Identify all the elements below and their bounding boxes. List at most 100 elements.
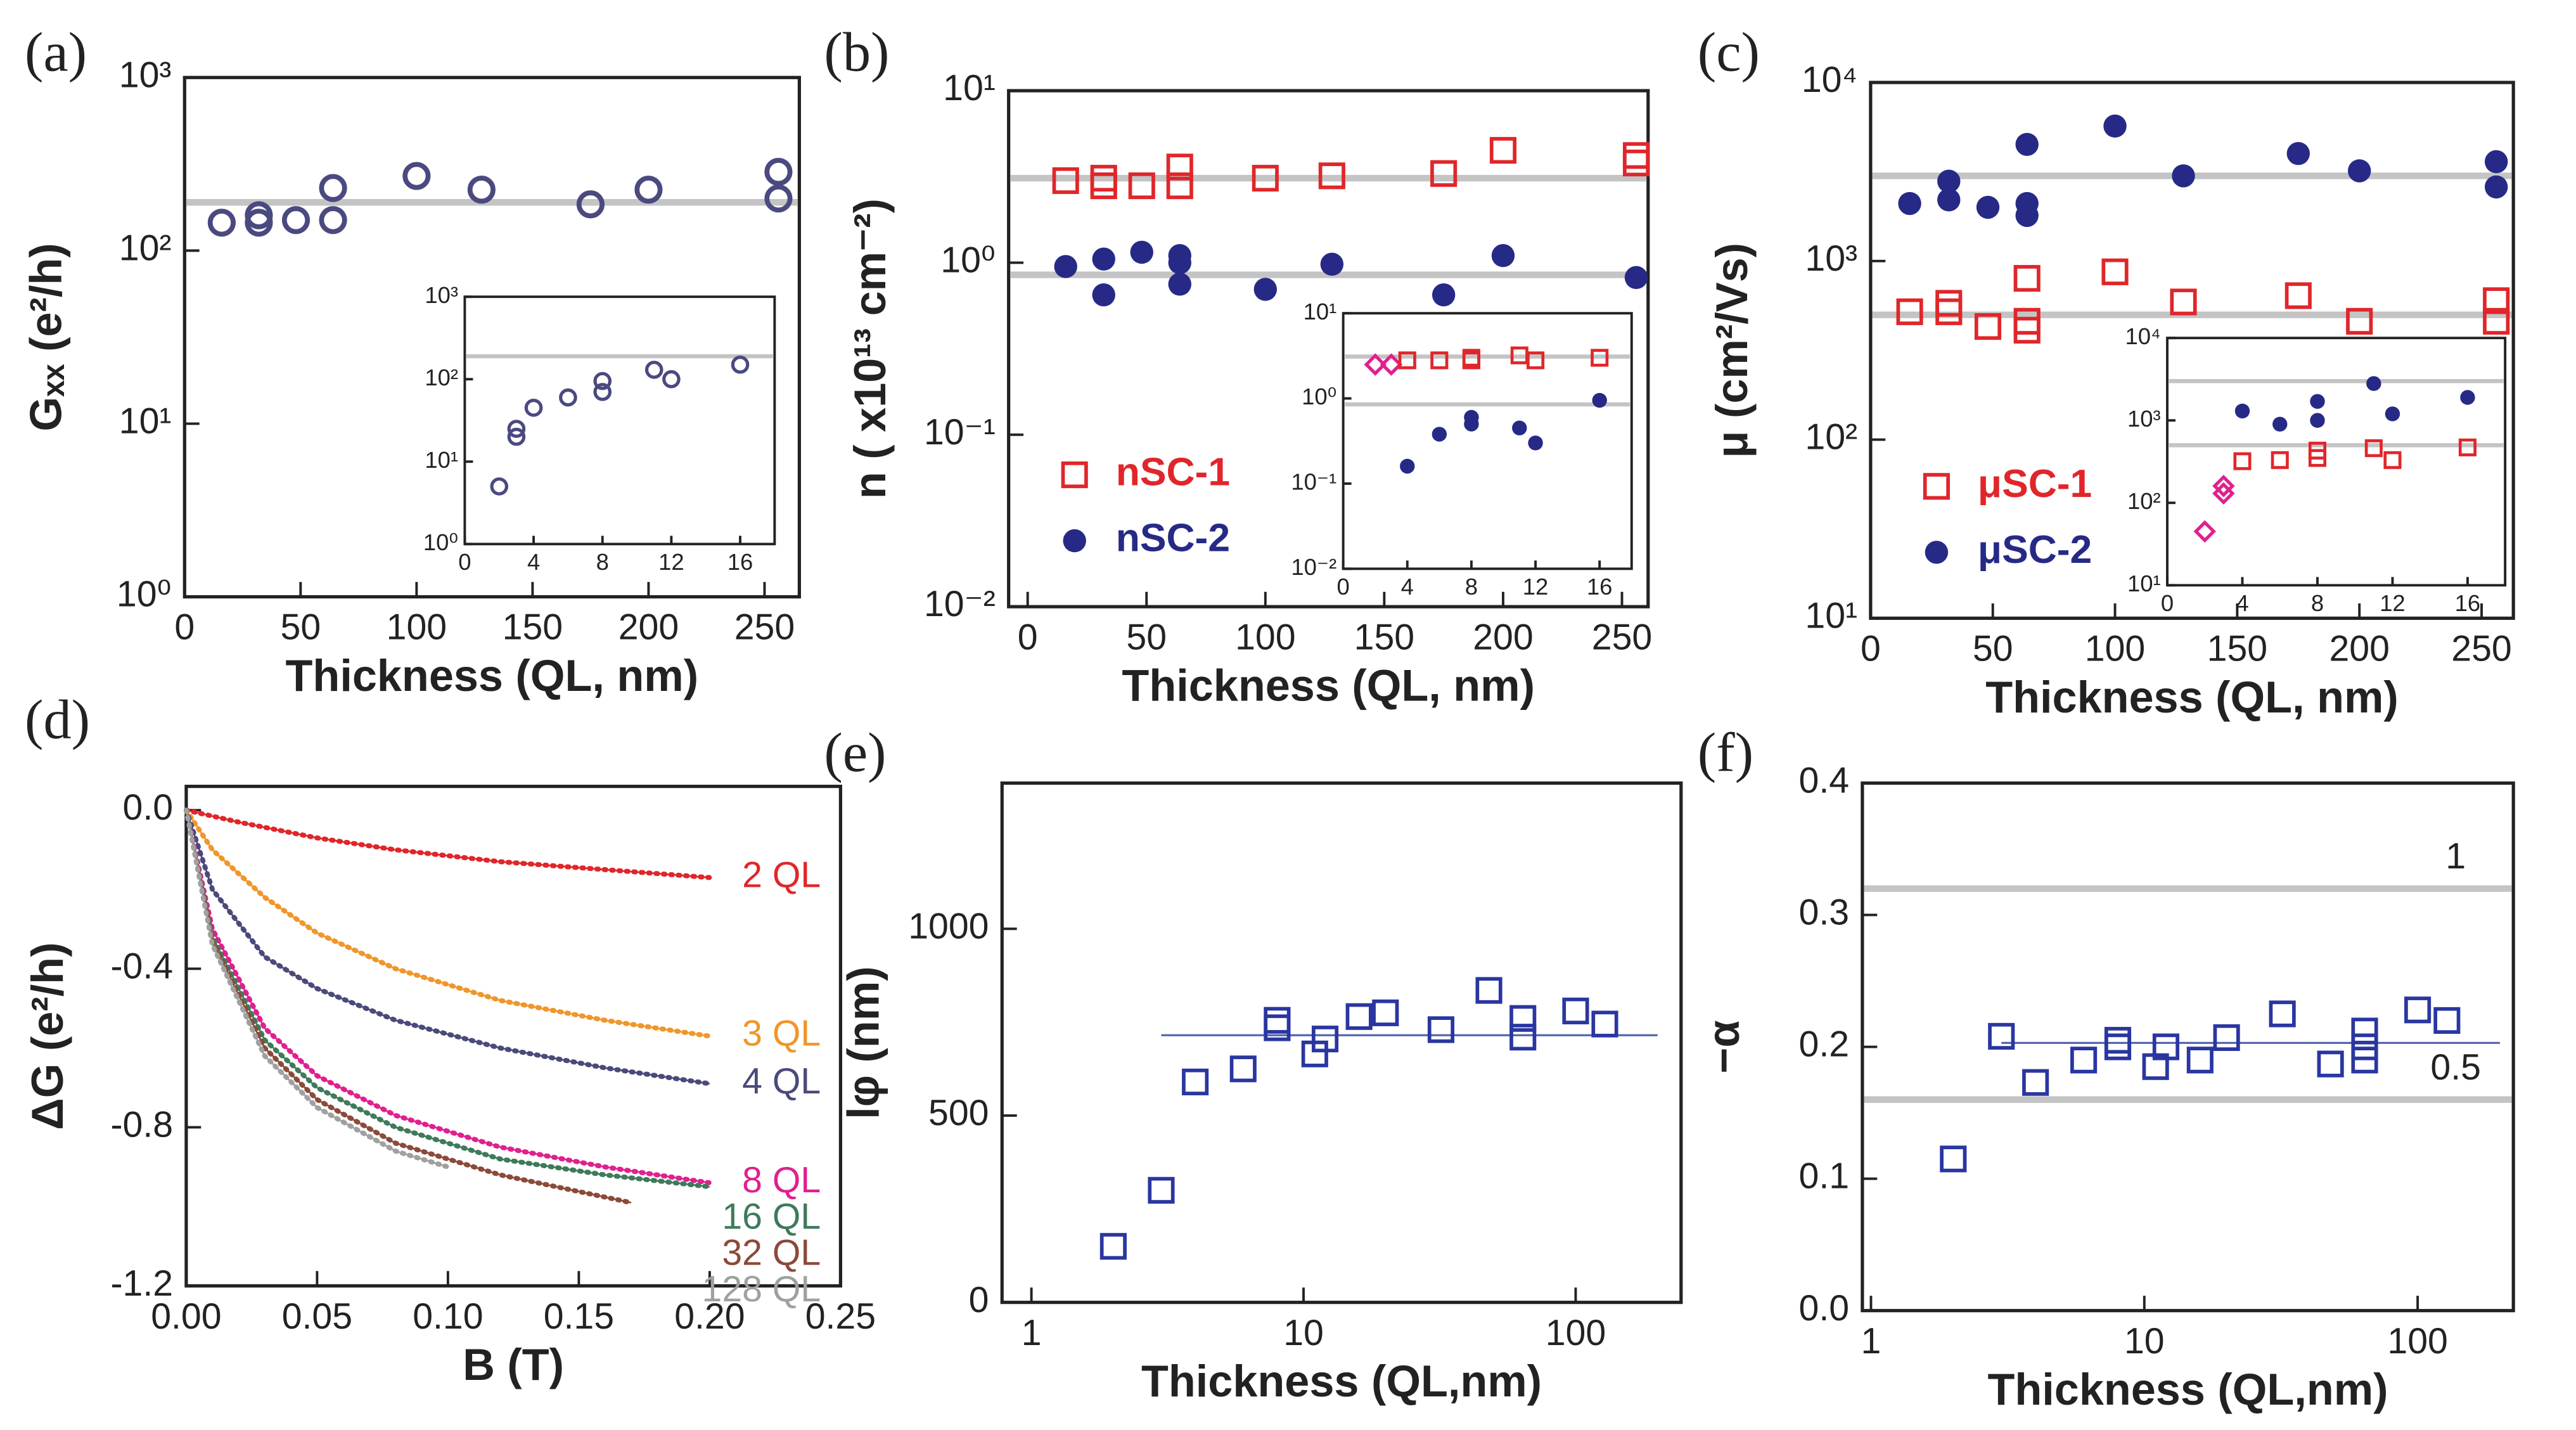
data-point (1528, 435, 1543, 451)
data-point (2484, 175, 2508, 199)
data-point (2385, 406, 2400, 422)
data-point (467, 176, 496, 204)
x-tick-label: 10 (2124, 1321, 2165, 1362)
x-tick-label: 10 (1283, 1313, 1324, 1353)
data-point (2483, 287, 2510, 314)
x-tick-label: 0 (1861, 628, 1881, 669)
data-point (593, 371, 612, 390)
x-tick-label: 16 (727, 549, 753, 575)
x-tick-label: 150 (2207, 628, 2267, 669)
data-point (245, 201, 273, 229)
x-tick-label: 16 (1587, 574, 1613, 600)
data-point (1092, 283, 1115, 307)
y-tick-label: 10³ (425, 282, 458, 308)
x-tick-label: 0 (458, 549, 471, 575)
y-tick-label: 10⁴ (2125, 323, 2160, 349)
data-point (1099, 1233, 1127, 1260)
data-point (2483, 307, 2510, 335)
data-point (2152, 1033, 2180, 1060)
data-point (507, 420, 526, 438)
x-tick-label: 100 (2387, 1321, 2447, 1362)
data-point (1622, 142, 1650, 169)
y-tick-label: 10⁰ (1302, 383, 1336, 409)
data-point (1432, 427, 1447, 442)
legend-marker (1925, 541, 1949, 564)
data-point (644, 361, 663, 379)
line-label: 8 QL (742, 1160, 821, 1201)
data-point (1311, 1026, 1339, 1053)
data-point (1264, 1007, 1291, 1034)
data-point (1491, 243, 1515, 267)
legend-label: nSC-1 (1116, 451, 1230, 494)
y-tick-label: 10⁻² (1291, 554, 1336, 580)
data-point (2172, 164, 2195, 188)
x-axis-label: Thickness (QL, nm) (1985, 672, 2399, 722)
data-point (2186, 1047, 2214, 1074)
y-axis-label: −α (1698, 1020, 1748, 1073)
y-tick-label: 10⁰ (117, 574, 172, 615)
x-tick-label: 12 (1523, 574, 1549, 600)
data-point (2022, 1069, 2049, 1096)
data-point (1935, 290, 1963, 317)
x-tick-label: 4 (1401, 574, 1414, 600)
line-label: 4 QL (742, 1061, 821, 1102)
x-tick-label: 12 (2380, 590, 2405, 616)
y-tick-label: 10⁻¹ (924, 412, 996, 453)
data-point (1398, 351, 1416, 370)
y-axis-label: Gₓₓ (e²/h) (21, 243, 71, 431)
x-tick-label: 0.15 (544, 1296, 614, 1337)
data-point (2351, 1017, 2378, 1045)
y-tick-label: 10⁰ (940, 240, 996, 281)
data-point (662, 370, 681, 389)
data-point (2103, 114, 2127, 138)
panel-label: (f) (1698, 722, 1753, 784)
x-tick-label: 4 (2236, 590, 2248, 616)
y-tick-label: 0.4 (1799, 761, 1850, 801)
x-tick-label: 0.00 (151, 1296, 221, 1337)
x-tick-label: 100 (1235, 617, 1295, 657)
y-tick-label: 10¹ (1304, 299, 1337, 325)
data-point (1229, 1055, 1257, 1083)
data-point (2272, 416, 2288, 432)
data-point (1092, 247, 1115, 271)
data-point (319, 174, 347, 202)
data-point (2101, 258, 2129, 285)
data-point (2460, 390, 2475, 405)
y-tick-label: 10² (119, 228, 172, 268)
x-tick-label: 0 (1018, 617, 1038, 657)
data-point (1592, 392, 1607, 408)
legend-label: μSC-1 (1978, 462, 2092, 506)
data-point (1052, 167, 1079, 195)
y-axis-label: lφ (nm) (838, 966, 888, 1119)
y-tick-label: 0.0 (1799, 1288, 1850, 1329)
line-label: 2 QL (742, 855, 821, 896)
data-point (1380, 353, 1403, 376)
x-tick-label: 50 (281, 607, 321, 648)
data-point (2484, 150, 2508, 174)
x-tick-label: 250 (1592, 617, 1652, 657)
x-tick-label: 8 (2311, 590, 2324, 616)
data-point (1591, 349, 1609, 367)
x-axis-label: Thickness (QL,nm) (1987, 1364, 2388, 1414)
data-point (1974, 313, 2002, 340)
data-point (2015, 191, 2039, 216)
data-point (2317, 1050, 2344, 1078)
legend-marker (1061, 461, 1088, 489)
y-tick-label: -0.8 (111, 1105, 174, 1145)
data-point (1168, 243, 1191, 267)
x-tick-label: 0 (174, 607, 195, 648)
x-tick-label: 50 (1973, 628, 2013, 669)
x-tick-label: 100 (387, 607, 447, 648)
data-point (1345, 1003, 1373, 1030)
data-point (1430, 351, 1449, 370)
x-tick-label: 1 (1861, 1321, 1881, 1362)
data-point (1166, 172, 1193, 200)
x-tick-label: 50 (1126, 617, 1167, 657)
x-tick-label: 1 (1022, 1313, 1042, 1353)
reference-label: 1 (2445, 836, 2466, 877)
y-tick-label: 10² (1805, 417, 1857, 458)
x-axis-label: Thickness (QL,nm) (1141, 1356, 1542, 1406)
data-point (1509, 1024, 1537, 1051)
data-point (1462, 349, 1480, 367)
y-tick-label: 10³ (1805, 238, 1857, 279)
